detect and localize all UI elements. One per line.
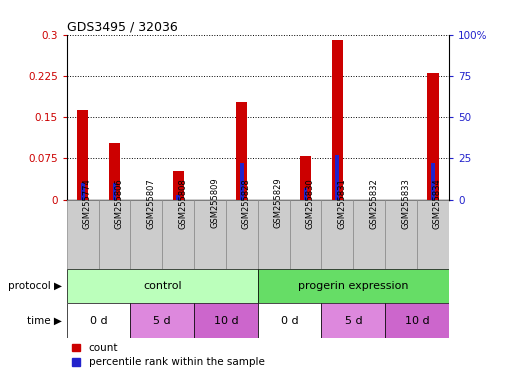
Bar bbox=[236, 102, 247, 200]
Bar bbox=[81, 183, 85, 200]
Text: 5 d: 5 d bbox=[153, 316, 171, 326]
Bar bbox=[258, 269, 449, 303]
Bar bbox=[258, 200, 290, 269]
Bar bbox=[130, 303, 194, 338]
Bar bbox=[427, 73, 439, 200]
Bar bbox=[336, 155, 339, 200]
Bar bbox=[290, 200, 322, 269]
Text: control: control bbox=[143, 281, 182, 291]
Text: GSM255808: GSM255808 bbox=[178, 178, 187, 228]
Text: GSM255833: GSM255833 bbox=[401, 178, 410, 228]
Bar bbox=[162, 200, 194, 269]
Text: GSM255829: GSM255829 bbox=[274, 178, 283, 228]
Bar bbox=[300, 156, 311, 200]
Text: 10 d: 10 d bbox=[405, 316, 429, 326]
Text: 0 d: 0 d bbox=[281, 316, 299, 326]
Text: 5 d: 5 d bbox=[345, 316, 362, 326]
Text: GSM255832: GSM255832 bbox=[369, 178, 378, 228]
Bar bbox=[226, 200, 258, 269]
Text: protocol ▶: protocol ▶ bbox=[8, 281, 62, 291]
Legend: count, percentile rank within the sample: count, percentile rank within the sample bbox=[72, 343, 264, 367]
Text: GSM255807: GSM255807 bbox=[146, 178, 155, 228]
Text: GSM255806: GSM255806 bbox=[114, 178, 124, 228]
Bar bbox=[67, 269, 258, 303]
Bar bbox=[67, 303, 130, 338]
Bar bbox=[130, 200, 162, 269]
Bar bbox=[322, 303, 385, 338]
Bar bbox=[385, 303, 449, 338]
Bar bbox=[172, 171, 184, 200]
Bar bbox=[240, 163, 244, 200]
Bar bbox=[431, 163, 435, 200]
Bar bbox=[385, 200, 417, 269]
Bar bbox=[258, 303, 322, 338]
Bar bbox=[322, 200, 353, 269]
Text: time ▶: time ▶ bbox=[27, 316, 62, 326]
Text: GSM255828: GSM255828 bbox=[242, 178, 251, 228]
Bar bbox=[112, 183, 116, 200]
Bar bbox=[194, 303, 258, 338]
Text: 0 d: 0 d bbox=[90, 316, 107, 326]
Bar bbox=[98, 200, 130, 269]
Bar bbox=[332, 40, 343, 200]
Text: progerin expression: progerin expression bbox=[298, 281, 408, 291]
Text: GSM255809: GSM255809 bbox=[210, 178, 219, 228]
Text: GSM255830: GSM255830 bbox=[306, 178, 314, 228]
Bar bbox=[67, 200, 98, 269]
Bar bbox=[417, 200, 449, 269]
Bar bbox=[353, 200, 385, 269]
Bar bbox=[304, 188, 307, 200]
Bar bbox=[176, 195, 180, 200]
Text: 10 d: 10 d bbox=[213, 316, 238, 326]
Text: GSM255774: GSM255774 bbox=[83, 178, 92, 228]
Text: GDS3495 / 32036: GDS3495 / 32036 bbox=[67, 20, 177, 33]
Text: GSM255834: GSM255834 bbox=[433, 178, 442, 228]
Text: GSM255831: GSM255831 bbox=[338, 178, 346, 228]
Bar bbox=[194, 200, 226, 269]
Bar bbox=[109, 143, 120, 200]
Bar bbox=[77, 110, 88, 200]
